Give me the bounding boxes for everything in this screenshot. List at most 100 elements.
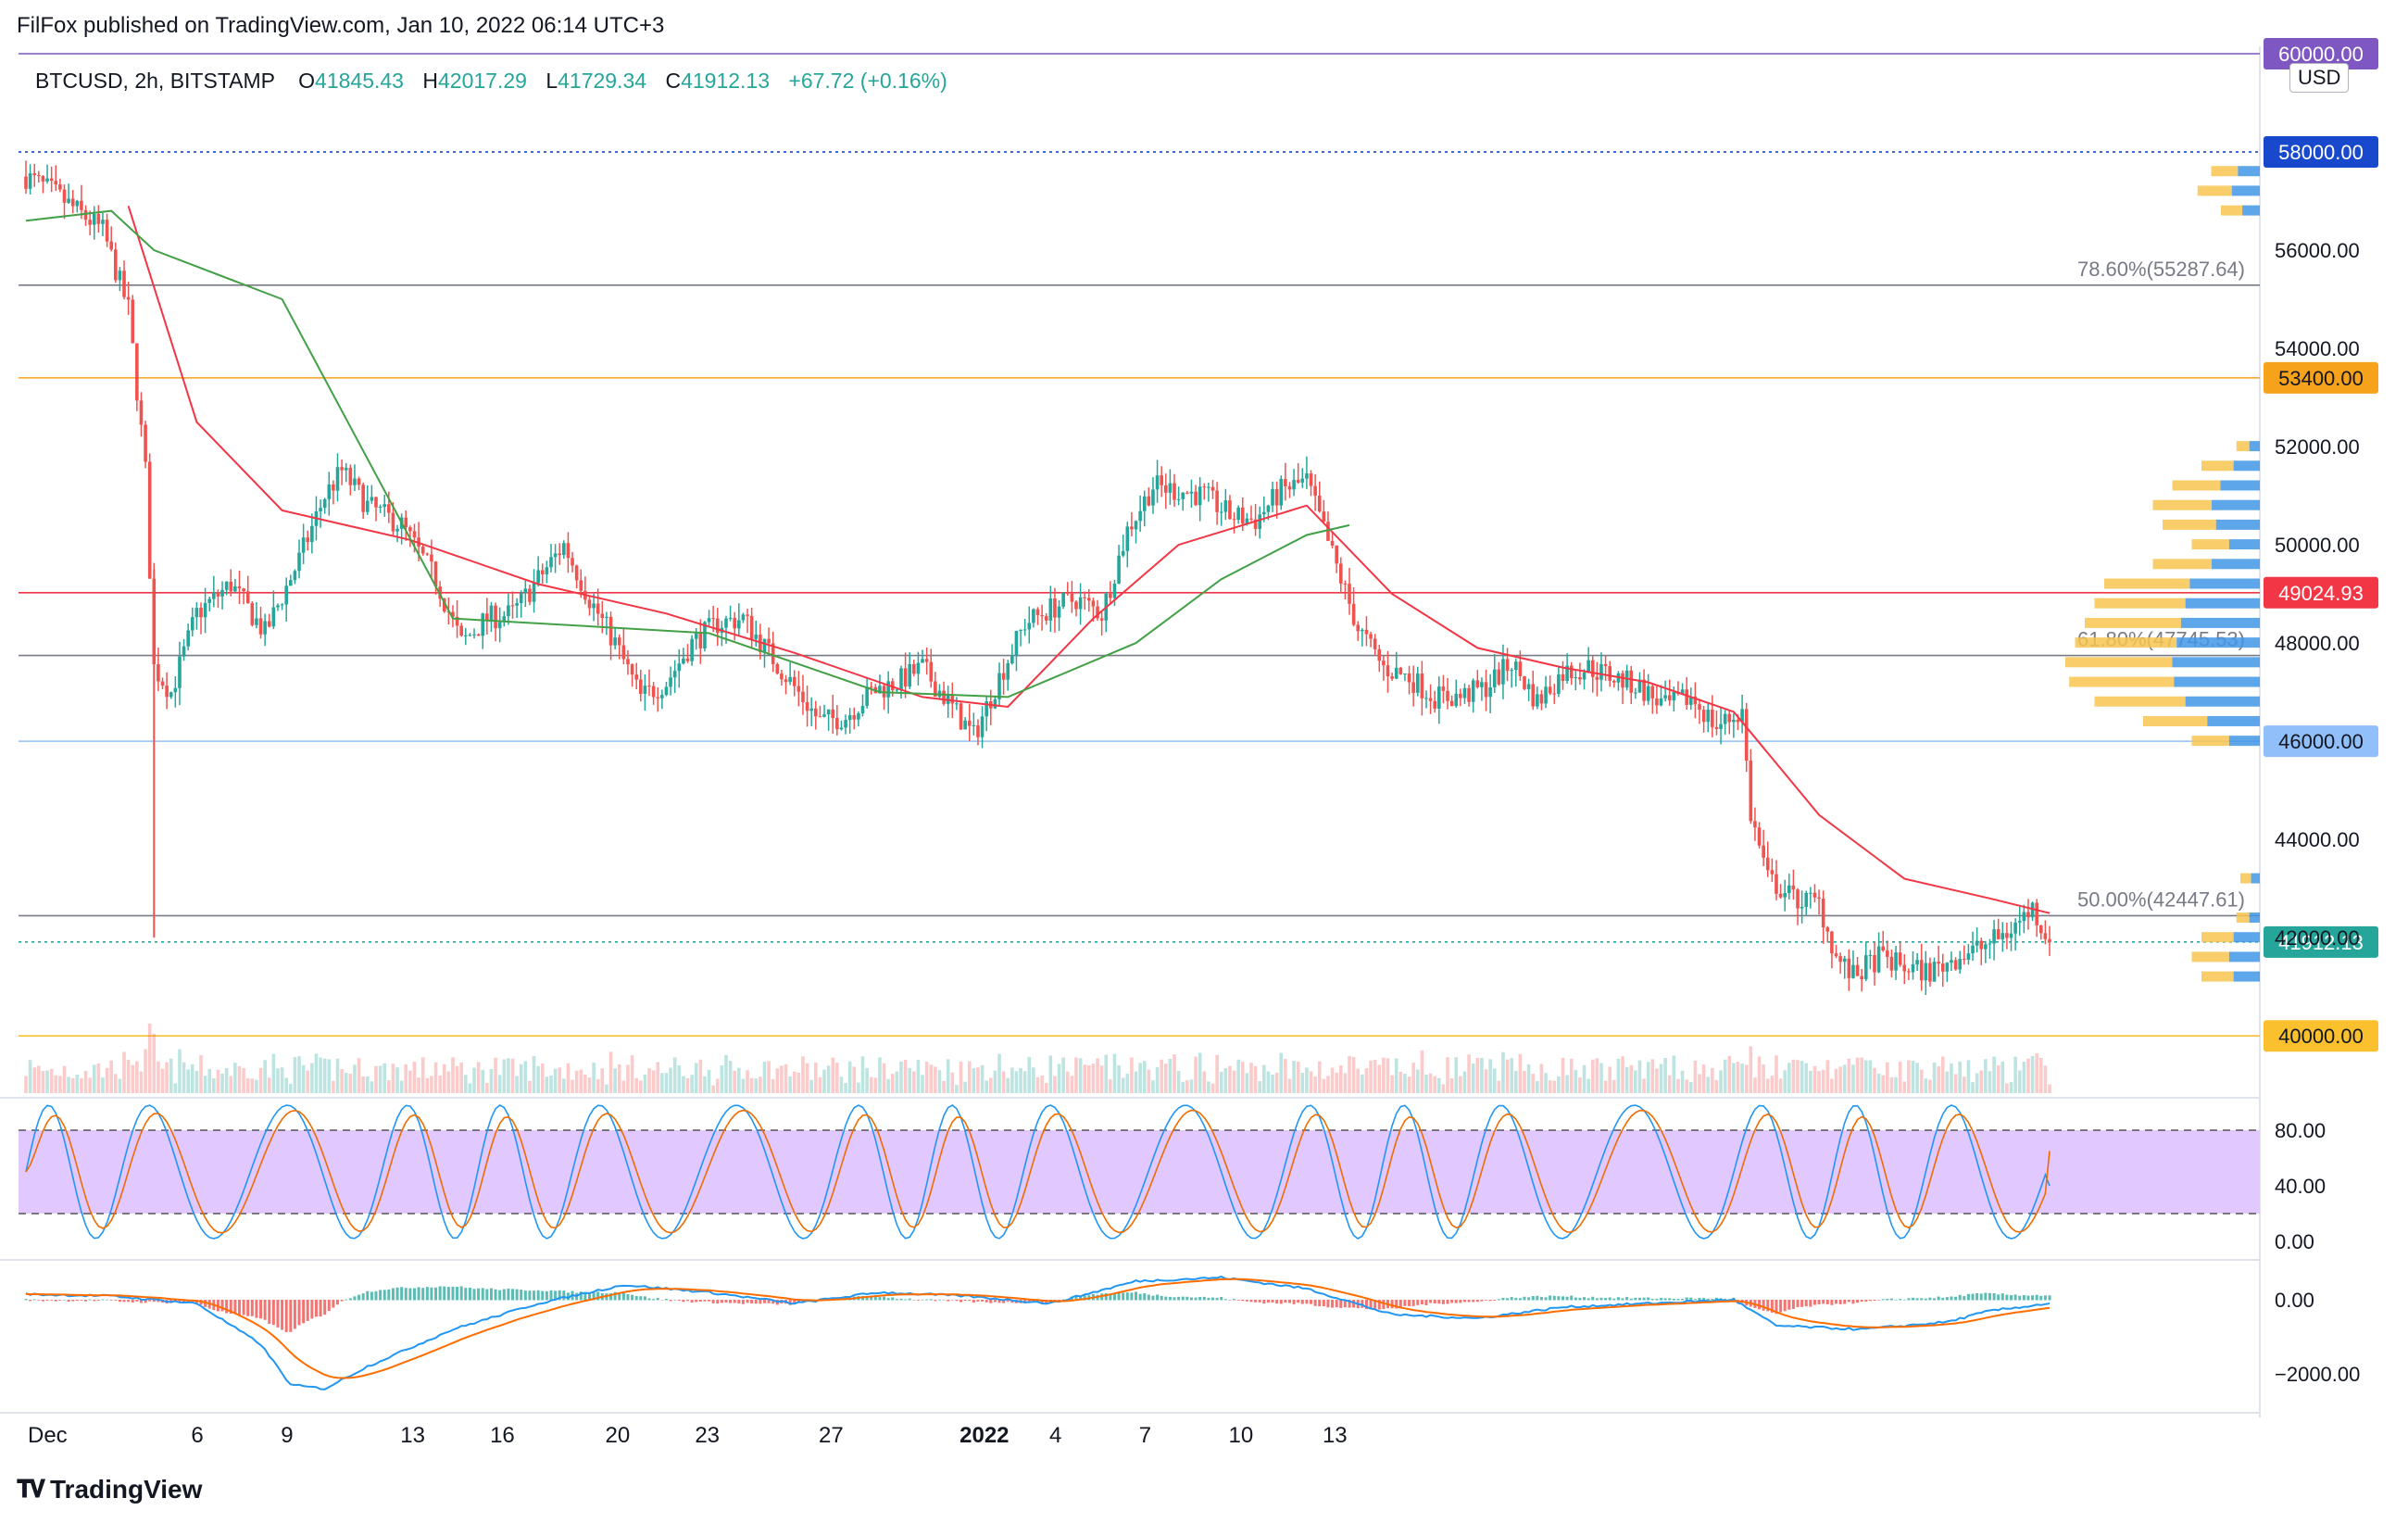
candle-body [921,659,924,663]
volume-bar [1663,1058,1667,1093]
symbol-title[interactable]: BTCUSD, 2h, BITSTAMP [35,69,275,93]
candle-body [1979,940,1984,950]
macd-histogram-bar [912,1299,916,1301]
volume-bar [1219,1071,1223,1093]
candle-body [878,686,882,694]
volume-profile-bar-up [2201,932,2234,943]
candle-body [566,543,571,559]
volume-bar [169,1058,173,1093]
volume-bar [1185,1080,1189,1093]
candle-body [1181,492,1185,499]
macd-histogram-bar [1348,1300,1351,1308]
volume-bar [890,1074,895,1093]
volume-bar [1655,1068,1659,1093]
candle-body [1574,677,1578,679]
macd-histogram-bar [395,1287,399,1301]
macd-histogram-bar [1198,1296,1202,1301]
price-tick-label: 52000.00 [2275,435,2360,459]
volume-bar [1706,1076,1711,1093]
stoch-tick-label: 80.00 [2275,1119,2326,1142]
volume-bar [1945,1071,1950,1093]
candle-body [690,638,694,661]
chart-canvas[interactable]: 60000.00 58000.00 78.60%(55287.64) 53400.00… [0,0,2408,1464]
currency-selector[interactable]: USD [2289,63,2350,93]
volume-bar [847,1061,852,1093]
volume-bar [1061,1057,1065,1093]
candle-body [788,676,792,683]
candle-body [707,618,711,623]
volume-profile-bar-up [2085,617,2181,628]
volume-bar [839,1076,844,1093]
volume-bar [1860,1057,1863,1093]
volume-bar [1676,1078,1680,1093]
candle-body [1646,686,1650,701]
macd-histogram-bar [1236,1300,1240,1301]
volume-bar [545,1076,549,1093]
macd-histogram-bar [1151,1295,1155,1301]
candle-body [1561,673,1565,681]
volume-bar [976,1067,980,1093]
candle-body [2038,925,2043,934]
candle-body [767,638,771,644]
candle-body [600,613,605,618]
publish-caption: FilFox published on TradingView.com, Jan… [17,13,665,38]
price-badge-label: 46000.00 [2278,730,2364,753]
x-tick-label: 23 [695,1423,720,1448]
footer-brand[interactable]: 𝐓𝐕 TradingView [17,1475,202,1504]
volume-bar [420,1057,425,1093]
candle-body [1783,893,1787,898]
candle-body [118,271,122,281]
volume-bar [1484,1069,1488,1093]
volume-bar [921,1075,924,1093]
candle-body [1441,686,1446,691]
volume-bar [1338,1064,1343,1093]
volume-bar [472,1067,476,1093]
volume-bar [383,1063,387,1093]
macd-histogram-bar [1812,1300,1816,1305]
macd-histogram-bar [1454,1300,1458,1303]
volume-bar [395,1067,399,1093]
candle-body [1740,709,1744,723]
macd-histogram-bar [336,1300,340,1305]
volume-bar [399,1080,404,1093]
x-tick-label: 6 [191,1423,203,1448]
candle-body [1022,629,1027,631]
macd-histogram-bar [1958,1294,1962,1301]
candle-body [959,703,963,730]
candle-body [408,527,412,532]
macd-histogram-bar [669,1300,672,1302]
volume-bar [571,1079,574,1093]
macd-histogram-bar [925,1299,929,1301]
macd-histogram-bar [549,1290,553,1301]
volume-bar [669,1067,672,1093]
candle-body [1590,660,1595,677]
candle-body [1163,485,1168,493]
macd-histogram-bar [1779,1300,1783,1313]
candle-body [327,484,332,499]
macd-histogram-bar [1963,1296,1966,1301]
macd-histogram-bar [37,1300,41,1301]
candle-body [1433,700,1437,709]
candle-body [1411,682,1415,693]
volume-bar [1228,1065,1232,1093]
volume-bar [1783,1070,1787,1093]
macd-histogram-bar [1847,1300,1850,1303]
volume-profile-bar-down [2238,166,2260,177]
candle-body [1134,521,1138,530]
x-tick-label: 27 [819,1423,844,1448]
macd-histogram-bar [1587,1298,1590,1301]
macd-histogram-bar [937,1299,941,1301]
macd-histogram-bar [1642,1297,1646,1301]
macd-histogram-bar [281,1300,284,1330]
candle-body [1608,666,1612,681]
macd-histogram-bar [1215,1298,1219,1301]
candle-body [630,664,634,675]
volume-bar [733,1070,737,1093]
candle-body [942,690,946,704]
volume-bar [792,1071,796,1093]
macd-histogram-bar [891,1297,895,1301]
volume-bar [1083,1064,1087,1093]
candle-body [1057,606,1061,618]
macd-histogram-bar [1791,1300,1795,1310]
volume-bar [451,1057,455,1093]
